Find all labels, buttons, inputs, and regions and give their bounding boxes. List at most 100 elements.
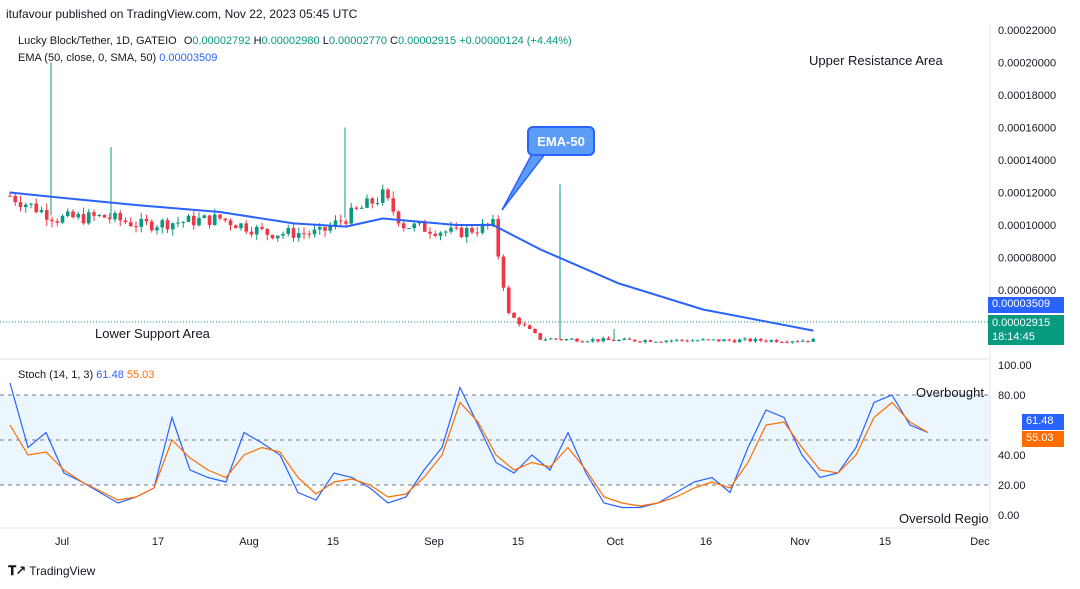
candle-body (643, 340, 648, 343)
time-tick-label: 17 (152, 536, 164, 548)
candle-body (23, 204, 28, 208)
stoch-d-tag: 55.03 (1022, 431, 1064, 447)
candle-body (795, 341, 800, 343)
candle-body (86, 212, 91, 224)
candle-body (92, 212, 96, 216)
candle-body (134, 226, 138, 228)
candle-body (659, 341, 663, 343)
candle-body (275, 235, 280, 239)
stoch-label: Stoch (14, 1, 3) (18, 369, 94, 381)
stoch-tick-label: 20.00 (998, 480, 1026, 492)
candle-body (60, 215, 65, 223)
close-price-tag-value: 0.00002915 (992, 317, 1051, 329)
tradingview-footer[interactable]: 𝐓↗ TradingView (8, 563, 95, 579)
candle-body (664, 340, 669, 342)
candle-body (233, 225, 238, 229)
price-tick-label: 0.00016000 (998, 123, 1056, 135)
candle-body (422, 222, 427, 232)
ema-callout: EMA-50 (527, 126, 595, 156)
tradingview-logo-icon: 𝐓↗ (8, 563, 26, 578)
candle-body (653, 341, 658, 343)
open-label: O (183, 35, 193, 47)
candle-body (50, 219, 54, 222)
candle-body (428, 231, 432, 234)
time-tick-label: Sep (424, 536, 444, 548)
stoch-axis: 100.00 80.00 40.00 20.00 0.00 (998, 360, 1032, 522)
oversold-label: Oversold Regio (899, 511, 989, 526)
candle-body (548, 338, 553, 340)
candle-body (764, 340, 768, 342)
time-tick-label: Oct (606, 536, 623, 548)
candle-body (690, 340, 695, 342)
candle-body (97, 214, 102, 216)
candle-body (333, 220, 338, 227)
upper-resistance-label: Upper Resistance Area (809, 53, 943, 68)
candle-body (270, 234, 275, 239)
candle-body (554, 338, 558, 340)
candle-body (800, 340, 805, 342)
candle-body (380, 189, 385, 203)
candle-body (790, 341, 795, 343)
symbol-label: Lucky Block/Tether, 1D, GATEIO (18, 35, 177, 47)
time-axis: Jul 17 Aug 15 Sep 15 Oct 16 Nov 15 Dec (55, 536, 990, 548)
candle-body (323, 227, 327, 231)
candle-body (354, 207, 359, 209)
time-tick-label: 15 (879, 536, 891, 548)
candle-body (438, 232, 443, 236)
candle-body (29, 203, 33, 205)
candle-body (627, 338, 632, 340)
candle-body (202, 215, 207, 219)
candle-body (76, 214, 81, 218)
candle-body (701, 339, 705, 341)
stoch-tick-label: 0.00 (998, 510, 1019, 522)
candle-body (65, 211, 70, 216)
high-value: 0.00002980 (261, 35, 320, 47)
candle-body (417, 222, 422, 224)
candle-body (706, 339, 711, 341)
candle-body (496, 218, 501, 257)
candle-body (606, 338, 611, 340)
candle-body (254, 226, 259, 235)
price-tick-label: 0.00012000 (998, 188, 1056, 200)
candle-body (779, 341, 784, 343)
time-tick-label: Aug (239, 536, 259, 548)
ema-value: 0.00003509 (159, 52, 218, 64)
price-legend: Lucky Block/Tether, 1D, GATEIO O0.000027… (18, 35, 572, 47)
candle-body (239, 223, 243, 229)
candle-body (207, 215, 212, 225)
candle-body (585, 341, 590, 343)
stoch-band-group (0, 394, 990, 486)
high-label: H (253, 35, 262, 47)
candle-body (433, 233, 438, 236)
price-tick-label: 0.00008000 (998, 253, 1056, 265)
candle-body (522, 324, 527, 326)
candle-body (212, 214, 217, 225)
candle-body (412, 223, 417, 229)
candle-body (113, 213, 117, 220)
candle-body (669, 340, 674, 342)
candle-body (401, 223, 406, 229)
candle-body (34, 203, 39, 213)
candle-body (491, 218, 495, 226)
candle-body (386, 189, 390, 199)
ema-legend: EMA (50, close, 0, SMA, 50) 0.00003509 (18, 52, 217, 64)
candle-body (506, 287, 511, 313)
candle-body (454, 227, 459, 229)
candle-body (176, 222, 180, 224)
candle-body (449, 227, 453, 232)
candle-body (580, 341, 585, 343)
candle-body (391, 198, 396, 212)
candle-body (307, 233, 312, 235)
candle-body (501, 256, 506, 288)
candle-body (774, 340, 779, 342)
stoch-tick-label: 80.00 (998, 390, 1026, 402)
candle-body (228, 220, 233, 226)
candle-body (244, 223, 249, 232)
candle-body (638, 341, 642, 343)
candle-body (291, 228, 296, 238)
stoch-k-tag: 61.48 (1022, 414, 1064, 430)
candle-body (680, 339, 684, 341)
candle-body (685, 340, 690, 342)
candle-body (464, 227, 469, 238)
